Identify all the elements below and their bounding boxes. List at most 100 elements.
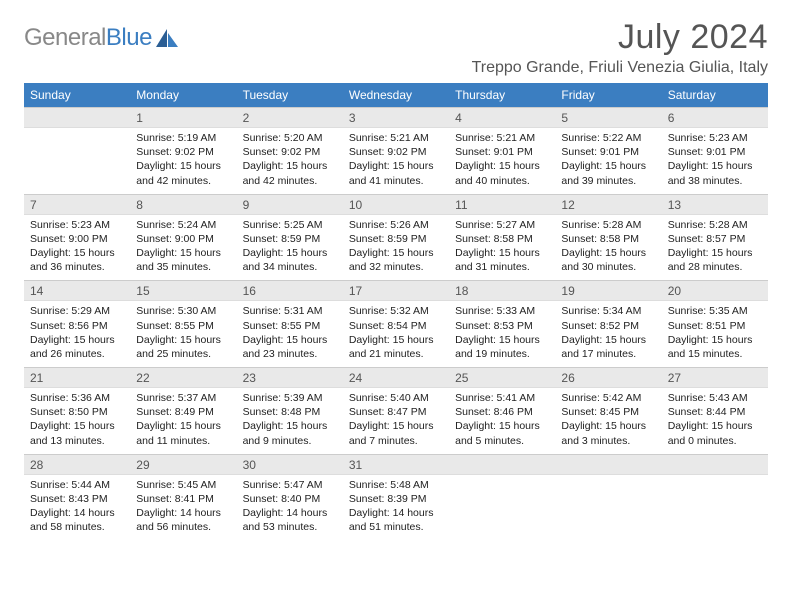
sunrise-line: Sunrise: 5:35 AM bbox=[668, 304, 762, 318]
day-info bbox=[24, 128, 130, 186]
day-info bbox=[449, 475, 555, 533]
sunset-line: Sunset: 8:51 PM bbox=[668, 319, 762, 333]
sunset-line: Sunset: 9:00 PM bbox=[30, 232, 124, 246]
info-cell: Sunrise: 5:25 AMSunset: 8:59 PMDaylight:… bbox=[237, 214, 343, 281]
sunset-line: Sunset: 8:40 PM bbox=[243, 492, 337, 506]
daynum-cell: 26 bbox=[555, 368, 661, 388]
logo-text: GeneralBlue bbox=[24, 24, 152, 52]
daylight-line: Daylight: 15 hours and 28 minutes. bbox=[668, 246, 762, 274]
daynum-cell: 7 bbox=[24, 194, 130, 214]
sunset-line: Sunset: 8:52 PM bbox=[561, 319, 655, 333]
sunrise-line: Sunrise: 5:24 AM bbox=[136, 218, 230, 232]
info-row: Sunrise: 5:44 AMSunset: 8:43 PMDaylight:… bbox=[24, 474, 768, 540]
daynum-row: 78910111213 bbox=[24, 194, 768, 214]
daylight-line: Daylight: 15 hours and 41 minutes. bbox=[349, 159, 443, 187]
daynum-cell: 25 bbox=[449, 368, 555, 388]
sunrise-line: Sunrise: 5:42 AM bbox=[561, 391, 655, 405]
info-cell bbox=[449, 474, 555, 540]
daylight-line: Daylight: 15 hours and 42 minutes. bbox=[136, 159, 230, 187]
day-info: Sunrise: 5:33 AMSunset: 8:53 PMDaylight:… bbox=[449, 301, 555, 367]
daylight-line: Daylight: 15 hours and 21 minutes. bbox=[349, 333, 443, 361]
day-info: Sunrise: 5:21 AMSunset: 9:02 PMDaylight:… bbox=[343, 128, 449, 194]
daynum-row: 28293031 bbox=[24, 454, 768, 474]
info-cell: Sunrise: 5:24 AMSunset: 9:00 PMDaylight:… bbox=[130, 214, 236, 281]
day-number: 3 bbox=[343, 108, 449, 127]
info-cell: Sunrise: 5:36 AMSunset: 8:50 PMDaylight:… bbox=[24, 388, 130, 455]
daynum-row: 21222324252627 bbox=[24, 368, 768, 388]
day-number: 15 bbox=[130, 281, 236, 300]
sunrise-line: Sunrise: 5:28 AM bbox=[561, 218, 655, 232]
daynum-cell bbox=[555, 454, 661, 474]
info-cell: Sunrise: 5:42 AMSunset: 8:45 PMDaylight:… bbox=[555, 388, 661, 455]
calendar-body: 123456Sunrise: 5:19 AMSunset: 9:02 PMDay… bbox=[24, 108, 768, 541]
sunrise-line: Sunrise: 5:21 AM bbox=[349, 131, 443, 145]
sunset-line: Sunset: 9:02 PM bbox=[136, 145, 230, 159]
info-row: Sunrise: 5:23 AMSunset: 9:00 PMDaylight:… bbox=[24, 214, 768, 281]
daynum-row: 123456 bbox=[24, 108, 768, 128]
daynum-cell: 9 bbox=[237, 194, 343, 214]
sunrise-line: Sunrise: 5:32 AM bbox=[349, 304, 443, 318]
day-number: 8 bbox=[130, 195, 236, 214]
daynum-cell: 17 bbox=[343, 281, 449, 301]
info-cell: Sunrise: 5:47 AMSunset: 8:40 PMDaylight:… bbox=[237, 474, 343, 540]
day-number: 23 bbox=[237, 368, 343, 387]
day-info: Sunrise: 5:26 AMSunset: 8:59 PMDaylight:… bbox=[343, 215, 449, 281]
info-cell: Sunrise: 5:28 AMSunset: 8:57 PMDaylight:… bbox=[662, 214, 768, 281]
sunset-line: Sunset: 8:39 PM bbox=[349, 492, 443, 506]
location: Treppo Grande, Friuli Venezia Giulia, It… bbox=[472, 59, 768, 77]
info-cell: Sunrise: 5:19 AMSunset: 9:02 PMDaylight:… bbox=[130, 128, 236, 195]
info-cell: Sunrise: 5:22 AMSunset: 9:01 PMDaylight:… bbox=[555, 128, 661, 195]
day-number: 29 bbox=[130, 455, 236, 474]
weekday-header: Saturday bbox=[662, 83, 768, 108]
sunrise-line: Sunrise: 5:34 AM bbox=[561, 304, 655, 318]
sunrise-line: Sunrise: 5:39 AM bbox=[243, 391, 337, 405]
daynum-cell: 24 bbox=[343, 368, 449, 388]
day-number: 16 bbox=[237, 281, 343, 300]
day-number: 14 bbox=[24, 281, 130, 300]
sunrise-line: Sunrise: 5:47 AM bbox=[243, 478, 337, 492]
sunrise-line: Sunrise: 5:21 AM bbox=[455, 131, 549, 145]
sunrise-line: Sunrise: 5:37 AM bbox=[136, 391, 230, 405]
day-info: Sunrise: 5:41 AMSunset: 8:46 PMDaylight:… bbox=[449, 388, 555, 454]
info-cell: Sunrise: 5:26 AMSunset: 8:59 PMDaylight:… bbox=[343, 214, 449, 281]
day-info: Sunrise: 5:45 AMSunset: 8:41 PMDaylight:… bbox=[130, 475, 236, 541]
day-number: 19 bbox=[555, 281, 661, 300]
day-info: Sunrise: 5:35 AMSunset: 8:51 PMDaylight:… bbox=[662, 301, 768, 367]
day-info: Sunrise: 5:44 AMSunset: 8:43 PMDaylight:… bbox=[24, 475, 130, 541]
sunrise-line: Sunrise: 5:45 AM bbox=[136, 478, 230, 492]
sunrise-line: Sunrise: 5:23 AM bbox=[668, 131, 762, 145]
sail-icon bbox=[154, 27, 180, 49]
info-row: Sunrise: 5:36 AMSunset: 8:50 PMDaylight:… bbox=[24, 388, 768, 455]
day-info: Sunrise: 5:48 AMSunset: 8:39 PMDaylight:… bbox=[343, 475, 449, 541]
daylight-line: Daylight: 15 hours and 11 minutes. bbox=[136, 419, 230, 447]
daylight-line: Daylight: 15 hours and 30 minutes. bbox=[561, 246, 655, 274]
daynum-cell: 5 bbox=[555, 108, 661, 128]
info-cell: Sunrise: 5:37 AMSunset: 8:49 PMDaylight:… bbox=[130, 388, 236, 455]
info-cell: Sunrise: 5:21 AMSunset: 9:02 PMDaylight:… bbox=[343, 128, 449, 195]
info-cell: Sunrise: 5:41 AMSunset: 8:46 PMDaylight:… bbox=[449, 388, 555, 455]
info-cell: Sunrise: 5:29 AMSunset: 8:56 PMDaylight:… bbox=[24, 301, 130, 368]
sunrise-line: Sunrise: 5:48 AM bbox=[349, 478, 443, 492]
day-number: 10 bbox=[343, 195, 449, 214]
sunset-line: Sunset: 8:43 PM bbox=[30, 492, 124, 506]
info-cell: Sunrise: 5:32 AMSunset: 8:54 PMDaylight:… bbox=[343, 301, 449, 368]
daynum-cell: 8 bbox=[130, 194, 236, 214]
daylight-line: Daylight: 15 hours and 32 minutes. bbox=[349, 246, 443, 274]
sunset-line: Sunset: 8:55 PM bbox=[243, 319, 337, 333]
day-number: 1 bbox=[130, 108, 236, 127]
day-number bbox=[662, 455, 768, 460]
sunset-line: Sunset: 8:48 PM bbox=[243, 405, 337, 419]
info-cell: Sunrise: 5:45 AMSunset: 8:41 PMDaylight:… bbox=[130, 474, 236, 540]
logo-part1: General bbox=[24, 24, 106, 51]
daylight-line: Daylight: 15 hours and 23 minutes. bbox=[243, 333, 337, 361]
day-info: Sunrise: 5:42 AMSunset: 8:45 PMDaylight:… bbox=[555, 388, 661, 454]
sunset-line: Sunset: 8:50 PM bbox=[30, 405, 124, 419]
daynum-cell: 6 bbox=[662, 108, 768, 128]
sunset-line: Sunset: 8:45 PM bbox=[561, 405, 655, 419]
info-cell: Sunrise: 5:39 AMSunset: 8:48 PMDaylight:… bbox=[237, 388, 343, 455]
day-number bbox=[24, 108, 130, 113]
daynum-cell: 12 bbox=[555, 194, 661, 214]
sunrise-line: Sunrise: 5:40 AM bbox=[349, 391, 443, 405]
daylight-line: Daylight: 15 hours and 19 minutes. bbox=[455, 333, 549, 361]
daylight-line: Daylight: 14 hours and 58 minutes. bbox=[30, 506, 124, 534]
